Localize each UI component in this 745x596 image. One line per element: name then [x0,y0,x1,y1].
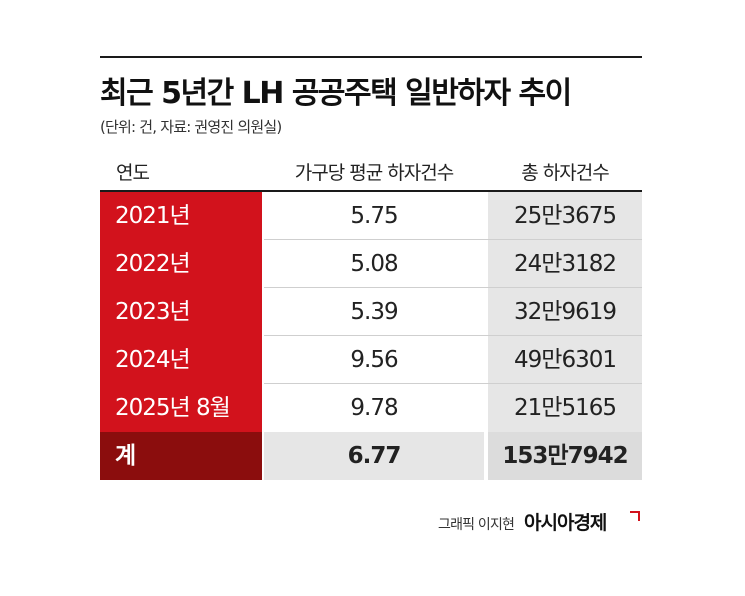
avg-cell: 5.08 [264,240,484,288]
table-row: 2021년 5.75 25만3675 [100,192,642,240]
total-avg-cell: 6.77 [264,432,484,480]
table-row: 2023년 5.39 32만9619 [100,288,642,336]
page-title: 최근 5년간 LH 공공주택 일반하자 추이 [100,76,572,111]
year-cell: 2024년 [100,336,262,384]
total-cell: 49만6301 [488,336,642,384]
avg-cell: 9.78 [264,384,484,432]
grand-total-cell: 153만7942 [488,432,642,480]
total-label-cell: 계 [100,432,262,480]
total-cell: 21만5165 [488,384,642,432]
row-divider [264,335,642,336]
table-row: 2025년 8월 9.78 21만5165 [100,384,642,432]
year-cell: 2021년 [100,192,262,240]
avg-cell: 5.39 [264,288,484,336]
defect-table: 연도 가구당 평균 하자건수 총 하자건수 2021년 5.75 25만3675… [100,152,642,480]
avg-cell: 5.75 [264,192,484,240]
header-year: 연도 [116,162,150,184]
total-cell: 32만9619 [488,288,642,336]
table-row: 2024년 9.56 49만6301 [100,336,642,384]
row-divider [264,239,642,240]
table-header: 연도 가구당 평균 하자건수 총 하자건수 [100,152,642,192]
row-divider [264,383,642,384]
year-cell: 2023년 [100,288,262,336]
table-row: 2022년 5.08 24만3182 [100,240,642,288]
total-cell: 25만3675 [488,192,642,240]
logo-mark-icon [630,511,640,521]
row-divider [264,287,642,288]
header-total-defects: 총 하자건수 [521,162,609,184]
year-cell: 2022년 [100,240,262,288]
total-cell: 24만3182 [488,240,642,288]
publisher-logo: 아시아경제 [524,512,607,534]
avg-cell: 9.56 [264,336,484,384]
graphic-credit: 그래픽 이지현 [438,517,515,533]
year-cell: 2025년 8월 [100,384,262,432]
top-rule [100,56,642,58]
source-note: (단위: 건, 자료: 권영진 의원실) [100,118,282,136]
header-avg-per-household: 가구당 평균 하자건수 [294,162,454,184]
table-total-row: 계 6.77 153만7942 [100,432,642,480]
